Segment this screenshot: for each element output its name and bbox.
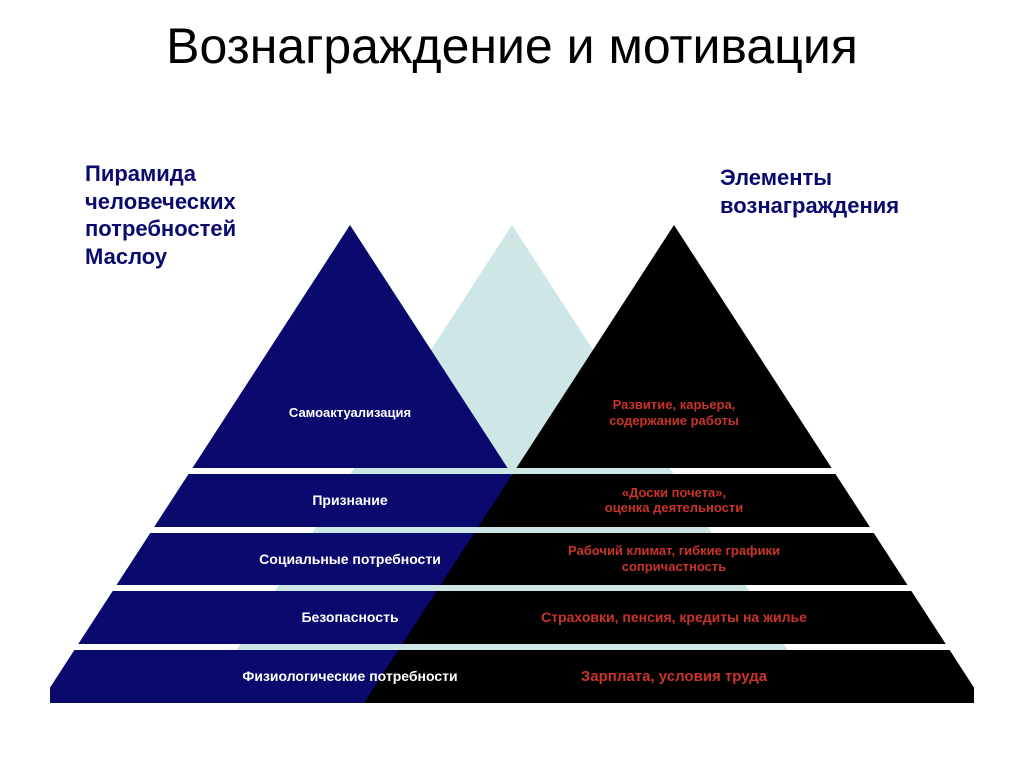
reward-level-1: Страховки, пенсия, кредиты на жилье xyxy=(524,609,824,626)
maslow-level-4: Самоактуализация xyxy=(200,405,500,421)
reward-level-0: Зарплата, условия труда xyxy=(524,668,824,686)
maslow-level-2: Социальные потребности xyxy=(200,551,500,568)
subtitle-right: Элементы вознаграждения xyxy=(720,164,899,219)
slide-title: Вознаграждение и мотивация xyxy=(0,0,1024,76)
maslow-level-0: Физиологические потребности xyxy=(200,668,500,685)
reward-level-4: Развитие, карьера,содержание работы xyxy=(524,397,824,428)
maslow-level-3: Признание xyxy=(200,492,500,509)
subtitle-right-l2: вознаграждения xyxy=(720,193,899,218)
subtitle-left-l2: человеческих xyxy=(85,189,236,214)
subtitle-left-l1: Пирамида xyxy=(85,161,196,186)
subtitle-right-l1: Элементы xyxy=(720,165,832,190)
maslow-level-1: Безопасность xyxy=(200,609,500,626)
pyramids-diagram: Физиологические потребности Зарплата, усл… xyxy=(50,225,974,725)
pyramids-svg xyxy=(50,225,974,735)
reward-level-3: «Доски почета»,оценка деятельности xyxy=(524,485,824,516)
reward-level-2: Рабочий климат, гибкие графикисопричастн… xyxy=(524,543,824,574)
